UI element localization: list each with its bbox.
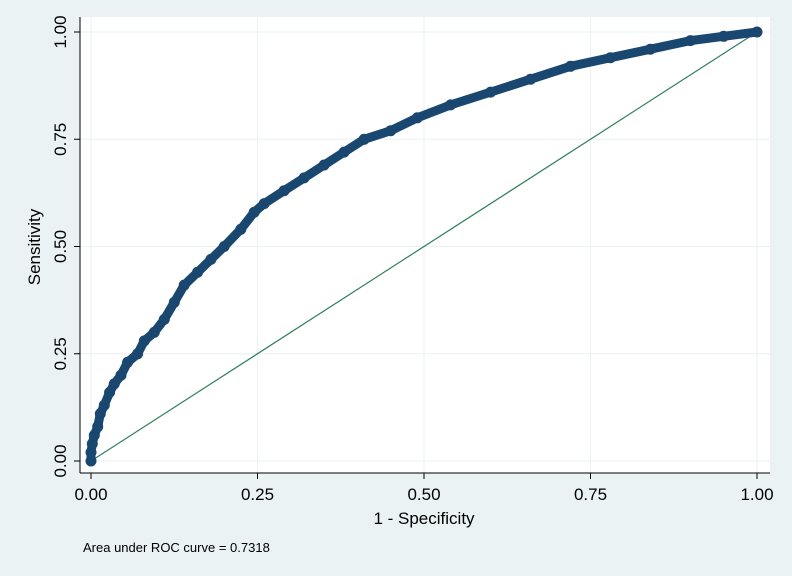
roc-curve-point (92, 421, 104, 433)
roc-curve-point (158, 313, 170, 325)
y-tick-label: 0.50 (51, 230, 70, 263)
roc-curve-point (85, 446, 97, 458)
axes-layer (79, 17, 770, 474)
roc-curve-point (218, 241, 230, 252)
roc-curve-point (88, 429, 100, 441)
reference-diagonal-line (90, 31, 758, 462)
roc-curve-point (94, 408, 106, 420)
x-tick-label: 1.00 (740, 485, 773, 504)
roc-curve-point (148, 326, 160, 338)
roc-curve-point (178, 279, 190, 291)
roc-curve-point (98, 399, 110, 411)
roc-curve-point (86, 438, 98, 450)
y-tick-layer: 0.00 0.25 0.50 0.75 1.00 (51, 15, 80, 478)
plot-background (80, 17, 770, 473)
auc-annotation: Area under ROC curve = 0.7318 (83, 540, 270, 555)
roc-curve-point (108, 378, 120, 390)
x-tick-label: 0.25 (241, 485, 274, 504)
roc-curve-point (525, 73, 537, 85)
roc-curve-point (318, 159, 330, 171)
roc-curve-point (338, 146, 350, 158)
roc-curve-point (751, 26, 763, 38)
roc-curve-point (168, 296, 180, 308)
roc-curve-point (298, 172, 310, 184)
roc-curve-point (122, 356, 134, 368)
roc-curve-point (565, 60, 576, 72)
x-axis-title: 1 - Specificity (373, 509, 475, 528)
roc-curve-point (385, 125, 397, 137)
y-axis-title: Sensitivity (25, 208, 44, 285)
y-tick-label: 1.00 (51, 15, 70, 48)
y-tick-label: 0.00 (51, 444, 70, 477)
roc-curve-point (258, 198, 270, 210)
y-tick-label: 0.75 (51, 123, 70, 156)
roc-curve-point (248, 206, 260, 218)
roc-curve-point (411, 112, 423, 124)
x-tick-label: 0.50 (407, 485, 440, 504)
x-tick-layer: 0.00 0.25 0.50 0.75 1.00 (74, 473, 774, 504)
reference-layer (90, 31, 758, 462)
roc-curve-point (85, 455, 97, 467)
roc-curve-point (644, 43, 656, 55)
roc-curve-point (115, 369, 127, 381)
roc-curve-point (205, 253, 217, 265)
roc-curve-point (684, 35, 696, 47)
x-tick-label: 0.75 (574, 485, 607, 504)
roc-curve-point (138, 335, 150, 347)
x-tick-label: 0.00 (74, 485, 107, 504)
roc-curve-point (485, 86, 497, 98)
roc-curve-point (235, 223, 247, 235)
roc-curve-point (192, 266, 204, 278)
y-tick-label: 0.25 (51, 337, 70, 370)
grid-layer (80, 17, 770, 473)
roc-curve-point (278, 185, 290, 197)
roc-curve-point (358, 133, 370, 145)
roc-curve-point (104, 386, 116, 398)
curve-layer (85, 26, 763, 467)
roc-curve-point (445, 99, 457, 111)
roc-curve-point (132, 348, 144, 360)
roc-curve-point (605, 52, 616, 64)
roc-curve-point (718, 30, 730, 42)
